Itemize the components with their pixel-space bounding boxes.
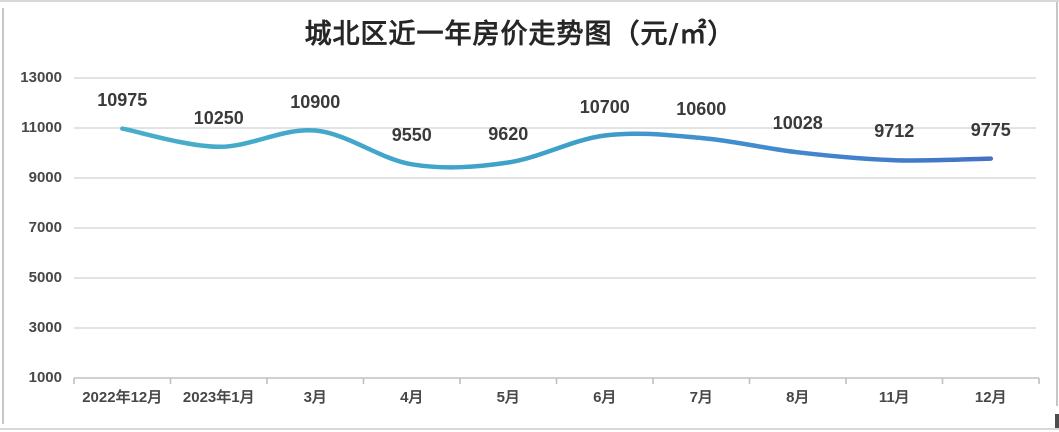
x-tick-label: 7月 [689,389,713,406]
y-tick-label: 5000 [28,269,62,286]
data-label: 9620 [488,123,529,144]
frame-corner-mark [1055,414,1059,428]
y-tick-label: 9000 [28,169,62,186]
y-tick-label: 1000 [28,369,62,386]
x-tick-label: 3月 [303,389,327,406]
data-label: 10250 [193,107,244,128]
frame-border-right [1056,2,1058,406]
x-tick-label: 11月 [878,389,910,406]
x-axis [73,377,1040,384]
x-tick-label: 4月 [400,389,424,406]
x-tick-label: 8月 [786,389,810,406]
data-label: 10028 [772,113,823,134]
x-tick-label: 2022年12月 [82,389,163,406]
y-tick-label: 7000 [28,219,62,236]
data-label: 10975 [97,89,148,110]
frame-border-top [0,0,1059,2]
data-label: 10700 [579,96,630,117]
x-tick-label: 12月 [974,389,1007,406]
data-label: 10900 [290,91,341,112]
y-tick-label: 11000 [21,119,62,136]
data-label: 9550 [391,125,432,146]
data-label: 9712 [874,121,915,142]
y-tick-label: 13000 [20,69,62,86]
data-label: 10600 [676,99,727,119]
price-series-line[interactable] [120,126,994,170]
x-tick-label: 2023年1月 [182,389,255,406]
x-tick-label: 6月 [593,389,617,406]
data-label: 9775 [970,119,1011,140]
frame-border-bottom [0,428,1059,430]
chart-title: 城北区近一年房价走势图（元/㎡） [304,19,736,50]
frame-border-left [2,8,4,424]
x-tick-label: 5月 [496,389,520,406]
gridlines [74,77,1036,329]
y-tick-label: 3000 [28,319,62,336]
